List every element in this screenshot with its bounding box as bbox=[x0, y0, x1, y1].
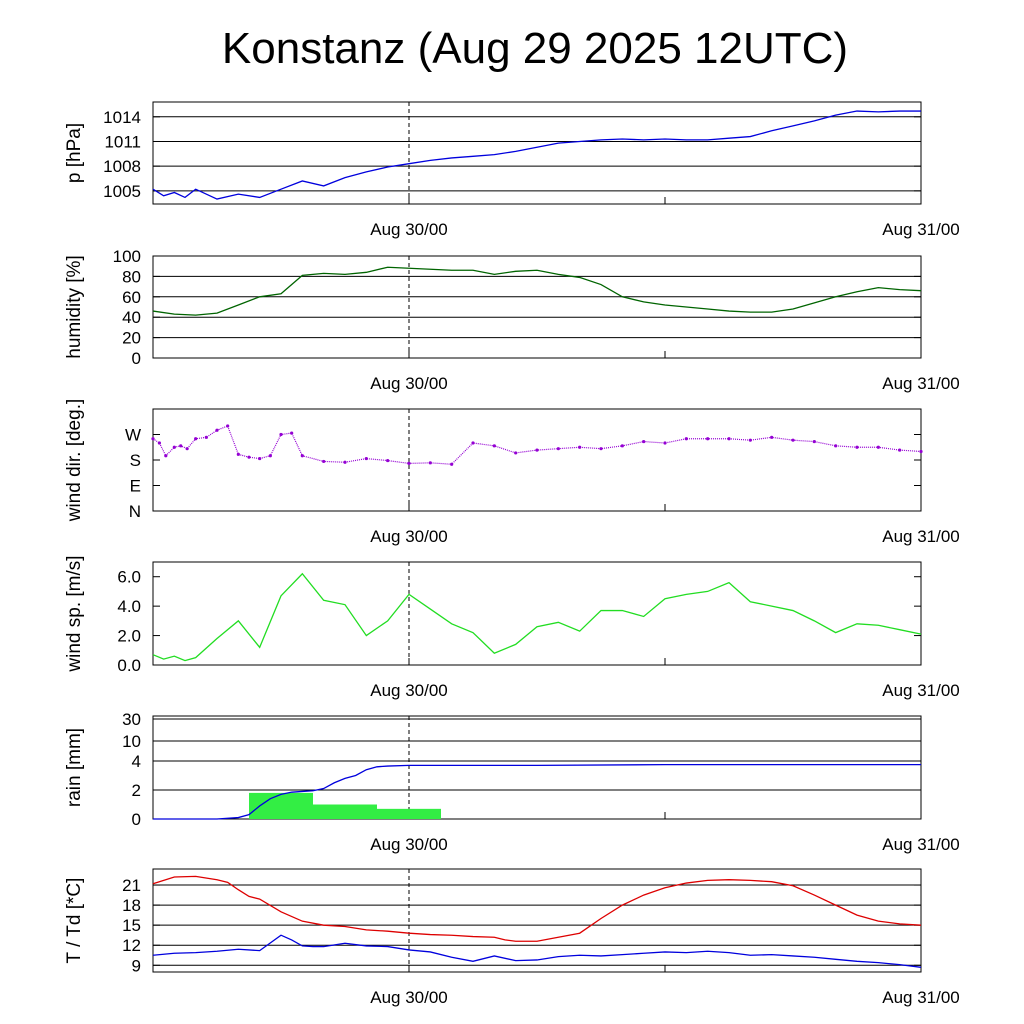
wind_dir-ytick-label: W bbox=[125, 426, 141, 445]
rain-ytick-label: 10 bbox=[122, 732, 141, 751]
wind_speed-frame bbox=[152, 561, 922, 666]
temperature-dewpoint-line bbox=[152, 934, 922, 968]
temperature-ytick-label: 9 bbox=[132, 956, 141, 975]
wind_dir-frame bbox=[152, 408, 922, 512]
humidity-ylabel: humidity [%] bbox=[64, 255, 85, 358]
wind_dir-point bbox=[343, 460, 347, 464]
humidity-ytick-label: 60 bbox=[122, 288, 141, 307]
pressure-ytick-label: 1011 bbox=[104, 132, 141, 151]
wind_speed-ytick-label: 6.0 bbox=[117, 568, 141, 587]
wind_dir-point bbox=[748, 438, 752, 442]
temperature-frame bbox=[152, 868, 922, 973]
wind_dir-ytick-label: E bbox=[130, 477, 141, 496]
humidity-ytick-label: 20 bbox=[122, 329, 141, 348]
humidity-xtick-label: Aug 30/00 bbox=[370, 374, 448, 393]
wind_dir-xtick-label: Aug 31/00 bbox=[882, 527, 960, 546]
humidity-ytick-label: 80 bbox=[122, 267, 141, 286]
wind_speed-ytick-label: 2.0 bbox=[117, 627, 141, 646]
wind_dir-point bbox=[663, 441, 667, 445]
humidity-ytick-label: 0 bbox=[132, 349, 141, 368]
wind_dir-ytick-label: N bbox=[129, 502, 141, 521]
wind_dir-point bbox=[578, 445, 582, 449]
pressure-ylabel: p [hPa] bbox=[64, 123, 85, 183]
wind_dir-ytick-label: S bbox=[130, 451, 141, 470]
rain-bar bbox=[313, 804, 377, 819]
pressure-ytick-label: 1005 bbox=[103, 182, 141, 201]
chart-title: Konstanz (Aug 29 2025 12UTC) bbox=[221, 24, 849, 73]
pressure-ytick-label: 1014 bbox=[103, 108, 141, 127]
pressure-xtick-label: Aug 30/00 bbox=[370, 220, 448, 239]
temperature-ytick-label: 18 bbox=[122, 896, 141, 915]
rain-bar bbox=[377, 808, 441, 819]
rain-ytick-label: 4 bbox=[132, 752, 141, 771]
pressure-ytick-label: 1008 bbox=[103, 157, 141, 176]
wind_speed-ytick-label: 0.0 bbox=[117, 656, 141, 675]
temperature-xtick-label: Aug 31/00 bbox=[882, 988, 960, 1007]
rain-ytick-label: 30 bbox=[122, 710, 141, 729]
wind_dir-xtick-label: Aug 30/00 bbox=[370, 527, 448, 546]
wind_speed-wind_speed-line bbox=[152, 572, 922, 662]
rain-xtick-label: Aug 31/00 bbox=[882, 835, 960, 854]
pressure-xtick-label: Aug 31/00 bbox=[882, 220, 960, 239]
wind_speed-xtick-label: Aug 31/00 bbox=[882, 681, 960, 700]
wind_dir-point bbox=[812, 439, 816, 444]
temperature-temperature-line bbox=[152, 875, 922, 942]
wind_speed-ylabel: wind sp. [m/s] bbox=[64, 555, 85, 672]
rain-ytick-label: 2 bbox=[132, 781, 141, 800]
rain-xtick-label: Aug 30/00 bbox=[370, 835, 448, 854]
humidity-ytick-label: 40 bbox=[122, 308, 141, 327]
temperature-xtick-label: Aug 30/00 bbox=[370, 988, 448, 1007]
rain-ylabel: rain [mm] bbox=[64, 728, 85, 807]
wind_dir-point bbox=[919, 449, 923, 454]
pressure-frame bbox=[152, 101, 922, 205]
temperature-ytick-label: 12 bbox=[122, 936, 141, 955]
rain-bar bbox=[249, 792, 313, 819]
wind_speed-ytick-label: 4.0 bbox=[117, 597, 141, 616]
humidity-frame bbox=[152, 255, 922, 359]
humidity-ytick-label: 100 bbox=[113, 247, 141, 266]
pressure-pressure-line bbox=[152, 110, 921, 200]
wind_dir-ylabel: wind dir. [deg.] bbox=[64, 399, 85, 523]
rain-rain_line-line bbox=[153, 763, 921, 820]
wind_dir-point bbox=[834, 444, 838, 448]
wind_speed-xtick-label: Aug 30/00 bbox=[370, 681, 448, 700]
wind_dir-point bbox=[364, 456, 368, 461]
wind_dir-series-line bbox=[152, 425, 922, 465]
temperature-ytick-label: 15 bbox=[122, 916, 141, 935]
wind_dir-point bbox=[684, 437, 688, 441]
humidity-xtick-label: Aug 31/00 bbox=[882, 374, 960, 393]
wind_dir-point bbox=[428, 461, 432, 465]
temperature-ytick-label: 21 bbox=[122, 876, 141, 895]
wind_dir-point bbox=[727, 437, 731, 441]
temperature-ylabel: T / Td [*C] bbox=[64, 878, 85, 964]
rain-ytick-label: 0 bbox=[132, 810, 141, 829]
humidity-humidity-line bbox=[152, 266, 922, 316]
wind_dir-point bbox=[898, 448, 902, 452]
